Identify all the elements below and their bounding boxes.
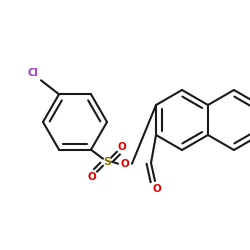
Text: O: O [120, 159, 130, 169]
Text: O: O [88, 172, 96, 182]
Text: O: O [153, 184, 162, 194]
Text: S: S [103, 157, 111, 167]
Text: O: O [118, 142, 126, 152]
Text: Cl: Cl [27, 68, 38, 78]
